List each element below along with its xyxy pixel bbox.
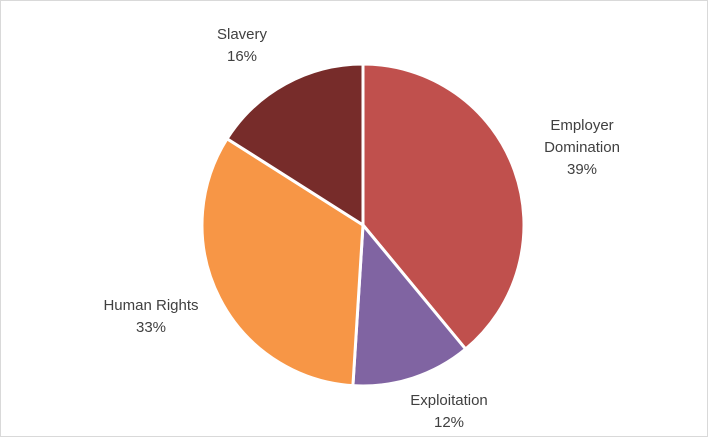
pie-slice-exploitation xyxy=(351,223,468,388)
pie-label-exploitation: Exploitation 12% xyxy=(410,392,488,431)
pie-label-line: Slavery xyxy=(217,26,268,43)
pie-label-line: Exploitation xyxy=(410,392,488,409)
pie-label-line: 12% xyxy=(434,414,464,431)
pie-label-line: Human Rights xyxy=(103,297,198,314)
pie-label-line: 16% xyxy=(227,48,257,65)
pie-label-line: Domination xyxy=(544,139,620,156)
pie-label-human-rights: Human Rights 33% xyxy=(103,297,198,336)
pie-labels: Employer Domination 39% Exploitation 12% Huma… xyxy=(103,26,619,431)
pie-slice-employer-domination xyxy=(361,62,526,351)
pie-label-line: 33% xyxy=(136,319,166,336)
pie-label-line: 39% xyxy=(567,161,597,178)
pie-slice-slavery xyxy=(225,62,365,227)
pie-label-employer-domination: Employer Domination 39% xyxy=(544,117,620,178)
pie-slices xyxy=(200,62,526,388)
pie-label-line: Employer xyxy=(550,117,613,134)
pie-label-slavery: Slavery 16% xyxy=(217,26,268,65)
